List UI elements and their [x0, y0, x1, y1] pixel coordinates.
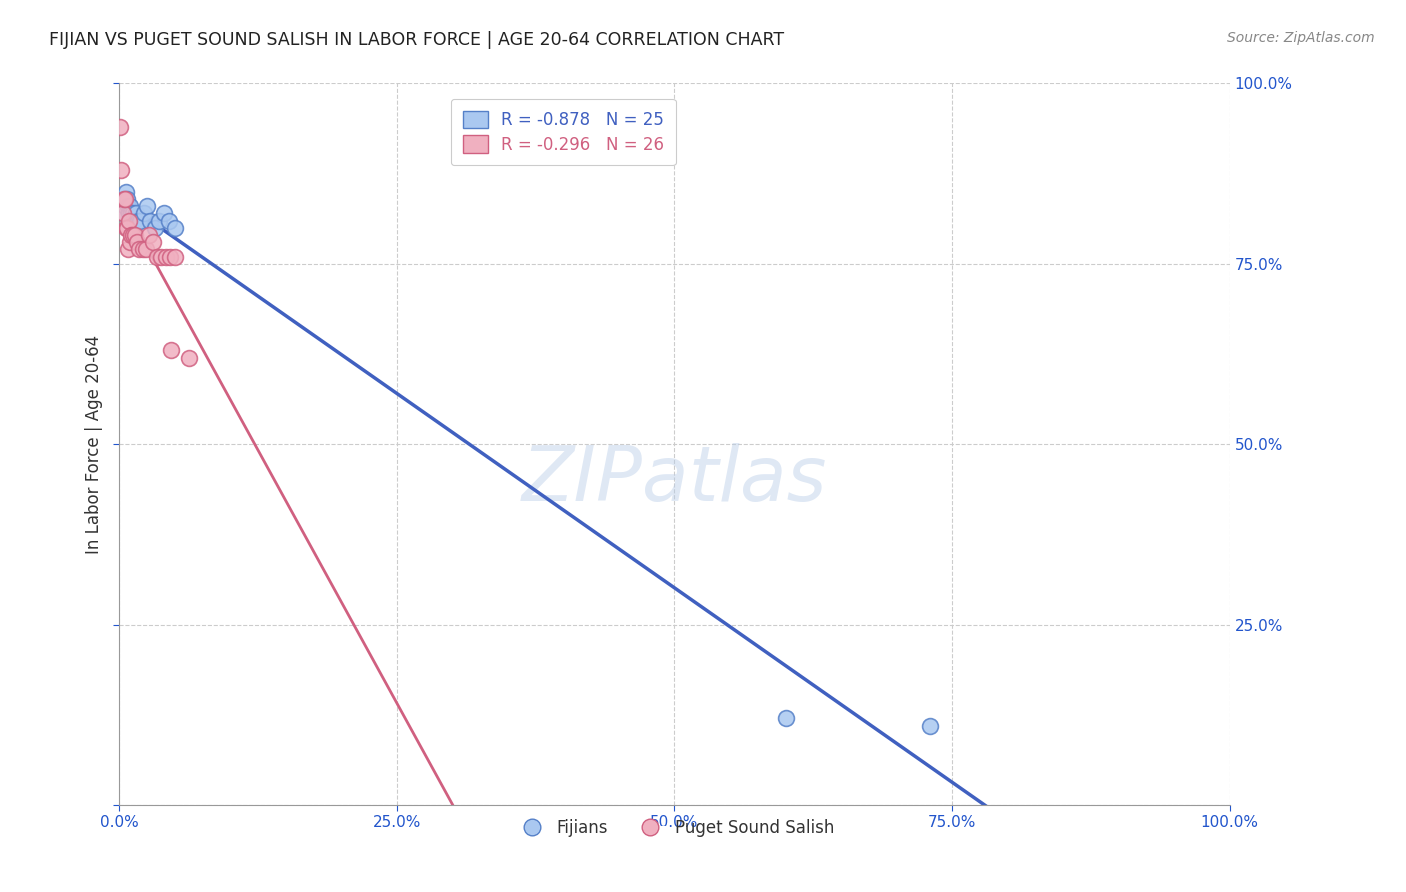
Text: Source: ZipAtlas.com: Source: ZipAtlas.com	[1227, 31, 1375, 45]
Point	[112, 192, 135, 206]
Point	[121, 227, 143, 242]
Point	[138, 227, 160, 242]
Point	[157, 213, 180, 227]
Point	[150, 250, 173, 264]
Point	[115, 192, 138, 206]
Point	[118, 213, 141, 227]
Point	[121, 206, 143, 220]
Y-axis label: In Labor Force | Age 20-64: In Labor Force | Age 20-64	[86, 334, 103, 554]
Point	[143, 220, 166, 235]
Point	[142, 235, 165, 250]
Point	[146, 250, 169, 264]
Point	[129, 213, 152, 227]
Point	[111, 206, 134, 220]
Point	[163, 220, 186, 235]
Point	[115, 185, 138, 199]
Point	[124, 227, 146, 242]
Point	[115, 220, 138, 235]
Point	[114, 192, 136, 206]
Point	[121, 206, 143, 220]
Point	[125, 206, 148, 220]
Point	[775, 711, 797, 725]
Point	[159, 250, 181, 264]
Point	[117, 243, 139, 257]
Point	[160, 343, 183, 358]
Point	[117, 199, 139, 213]
Point	[179, 351, 201, 365]
Point	[110, 163, 132, 178]
Text: FIJIAN VS PUGET SOUND SALISH IN LABOR FORCE | AGE 20-64 CORRELATION CHART: FIJIAN VS PUGET SOUND SALISH IN LABOR FO…	[49, 31, 785, 49]
Point	[121, 227, 143, 242]
Point	[114, 199, 136, 213]
Point	[120, 199, 142, 213]
Point	[118, 206, 141, 220]
Point	[110, 199, 132, 213]
Point	[136, 199, 159, 213]
Point	[918, 718, 941, 732]
Point	[115, 220, 138, 235]
Point	[132, 206, 155, 220]
Point	[135, 243, 157, 257]
Point	[125, 235, 148, 250]
Point	[122, 213, 145, 227]
Point	[120, 235, 142, 250]
Point	[127, 213, 149, 227]
Legend: Fijians, Puget Sound Salish: Fijians, Puget Sound Salish	[508, 813, 841, 844]
Point	[112, 192, 135, 206]
Text: ZIPatlas: ZIPatlas	[522, 443, 827, 517]
Point	[128, 243, 150, 257]
Point	[152, 206, 174, 220]
Point	[163, 250, 186, 264]
Point	[155, 250, 177, 264]
Point	[110, 120, 132, 134]
Point	[111, 206, 134, 220]
Point	[131, 243, 153, 257]
Point	[139, 213, 162, 227]
Point	[148, 213, 170, 227]
